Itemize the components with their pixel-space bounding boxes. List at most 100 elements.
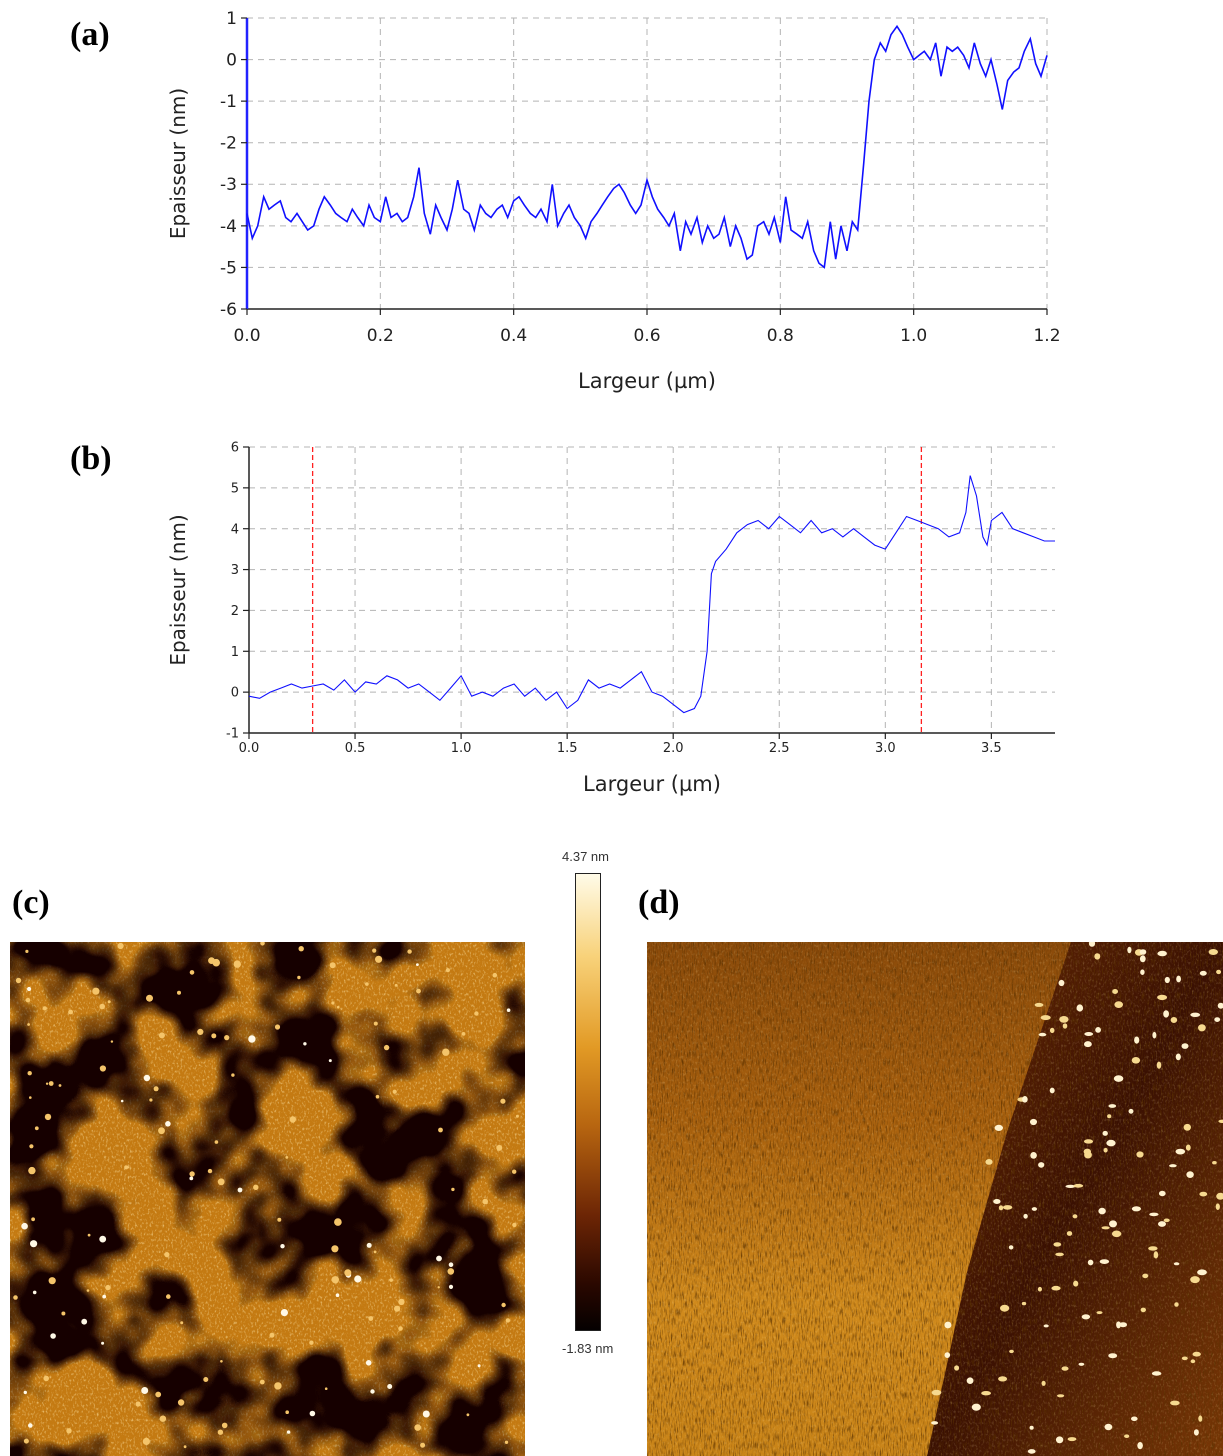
particle <box>141 1387 149 1394</box>
particle <box>944 1321 952 1329</box>
particle <box>280 1309 288 1317</box>
particle <box>309 1410 316 1417</box>
particle <box>237 1187 243 1193</box>
particle <box>1215 1203 1220 1210</box>
particle <box>931 1389 942 1396</box>
particle <box>1108 1104 1117 1108</box>
particle <box>394 983 398 987</box>
y-tick-label: 4 <box>231 522 239 537</box>
particle <box>1175 1148 1186 1155</box>
particle <box>1088 942 1096 947</box>
particle <box>43 1375 49 1382</box>
particle <box>373 1021 378 1026</box>
particle <box>21 1222 28 1230</box>
particle <box>477 1364 481 1368</box>
particle <box>165 1121 171 1127</box>
particle <box>370 1389 375 1394</box>
particle <box>1199 970 1207 976</box>
particle <box>1072 1214 1078 1219</box>
particle <box>1037 1286 1042 1292</box>
particle <box>985 1159 993 1165</box>
y-tick-label: -4 <box>220 217 237 237</box>
particle <box>998 1376 1008 1382</box>
particle <box>1087 1259 1094 1266</box>
particle <box>142 1437 150 1445</box>
particle <box>944 1352 951 1358</box>
x-tick-label: 1.0 <box>900 326 927 346</box>
particle <box>398 1326 403 1331</box>
particle <box>23 1390 27 1395</box>
particle <box>25 949 29 953</box>
particle <box>117 942 124 950</box>
particle <box>233 960 241 968</box>
particle <box>1124 1434 1130 1438</box>
particle <box>1183 1123 1191 1131</box>
particle <box>392 1089 397 1094</box>
particle <box>149 1098 153 1102</box>
particle <box>368 1316 374 1321</box>
particle <box>34 1126 39 1131</box>
particle <box>1116 1321 1121 1329</box>
particle <box>1212 1161 1217 1165</box>
particle <box>277 1217 282 1222</box>
particle <box>105 1284 111 1291</box>
particle <box>1119 1322 1127 1328</box>
particle <box>25 997 31 1003</box>
particle <box>1034 1002 1044 1007</box>
particle <box>1021 1301 1027 1306</box>
particle <box>1059 1016 1069 1023</box>
x-tick-label: 0.2 <box>367 326 394 346</box>
particle <box>512 1169 517 1174</box>
particle <box>331 1245 339 1253</box>
particle <box>1157 950 1167 957</box>
particle <box>23 1438 29 1444</box>
particle <box>1055 1252 1064 1257</box>
particle <box>1103 1147 1108 1153</box>
particle <box>143 1074 151 1082</box>
y-axis-title: Epaisseur (nm) <box>166 88 190 239</box>
particle <box>180 1321 184 1325</box>
particle <box>1128 1108 1134 1114</box>
particle <box>335 1293 340 1297</box>
particle <box>331 1001 335 1005</box>
particle <box>436 1255 442 1262</box>
afm-image-c <box>10 942 525 1456</box>
afm-image-d-texture <box>647 942 1223 1456</box>
particle <box>1181 1043 1189 1049</box>
particle <box>1157 994 1168 1001</box>
particle <box>1058 979 1065 987</box>
particle <box>1106 1139 1116 1147</box>
particle <box>474 1011 479 1016</box>
particle <box>1062 1023 1068 1029</box>
particle <box>87 1233 91 1237</box>
particle <box>1061 1366 1069 1371</box>
particle <box>1041 1380 1046 1386</box>
particle <box>447 1268 455 1275</box>
particle <box>1216 969 1222 975</box>
particle <box>1098 1207 1106 1215</box>
particle <box>217 1429 224 1435</box>
particle <box>61 1311 66 1316</box>
y-tick-label: -6 <box>220 300 237 320</box>
particle <box>1131 1057 1141 1064</box>
particle <box>107 1000 111 1004</box>
particle <box>1198 1415 1203 1422</box>
particle <box>101 1341 105 1345</box>
particle <box>45 1082 49 1085</box>
particle <box>1031 1207 1037 1211</box>
particle <box>248 1035 256 1043</box>
particle <box>354 1275 362 1283</box>
particle <box>416 988 421 994</box>
particle <box>253 1184 259 1190</box>
particle <box>217 1178 225 1186</box>
x-tick-label: 2.5 <box>769 741 790 756</box>
particle <box>365 1360 372 1366</box>
particle <box>189 970 195 975</box>
particle <box>1173 1262 1180 1266</box>
particle <box>373 1250 377 1254</box>
chart-a: 0.0 0.2 0.4 0.6 0.8 1.0 1.2 1 0 -1 -2 -3 -4 -5 -6 Large… <box>166 9 1061 393</box>
x-tick-label: 1.0 <box>451 741 472 756</box>
particle <box>208 957 215 964</box>
particle <box>27 1071 32 1076</box>
particle <box>461 1032 466 1036</box>
